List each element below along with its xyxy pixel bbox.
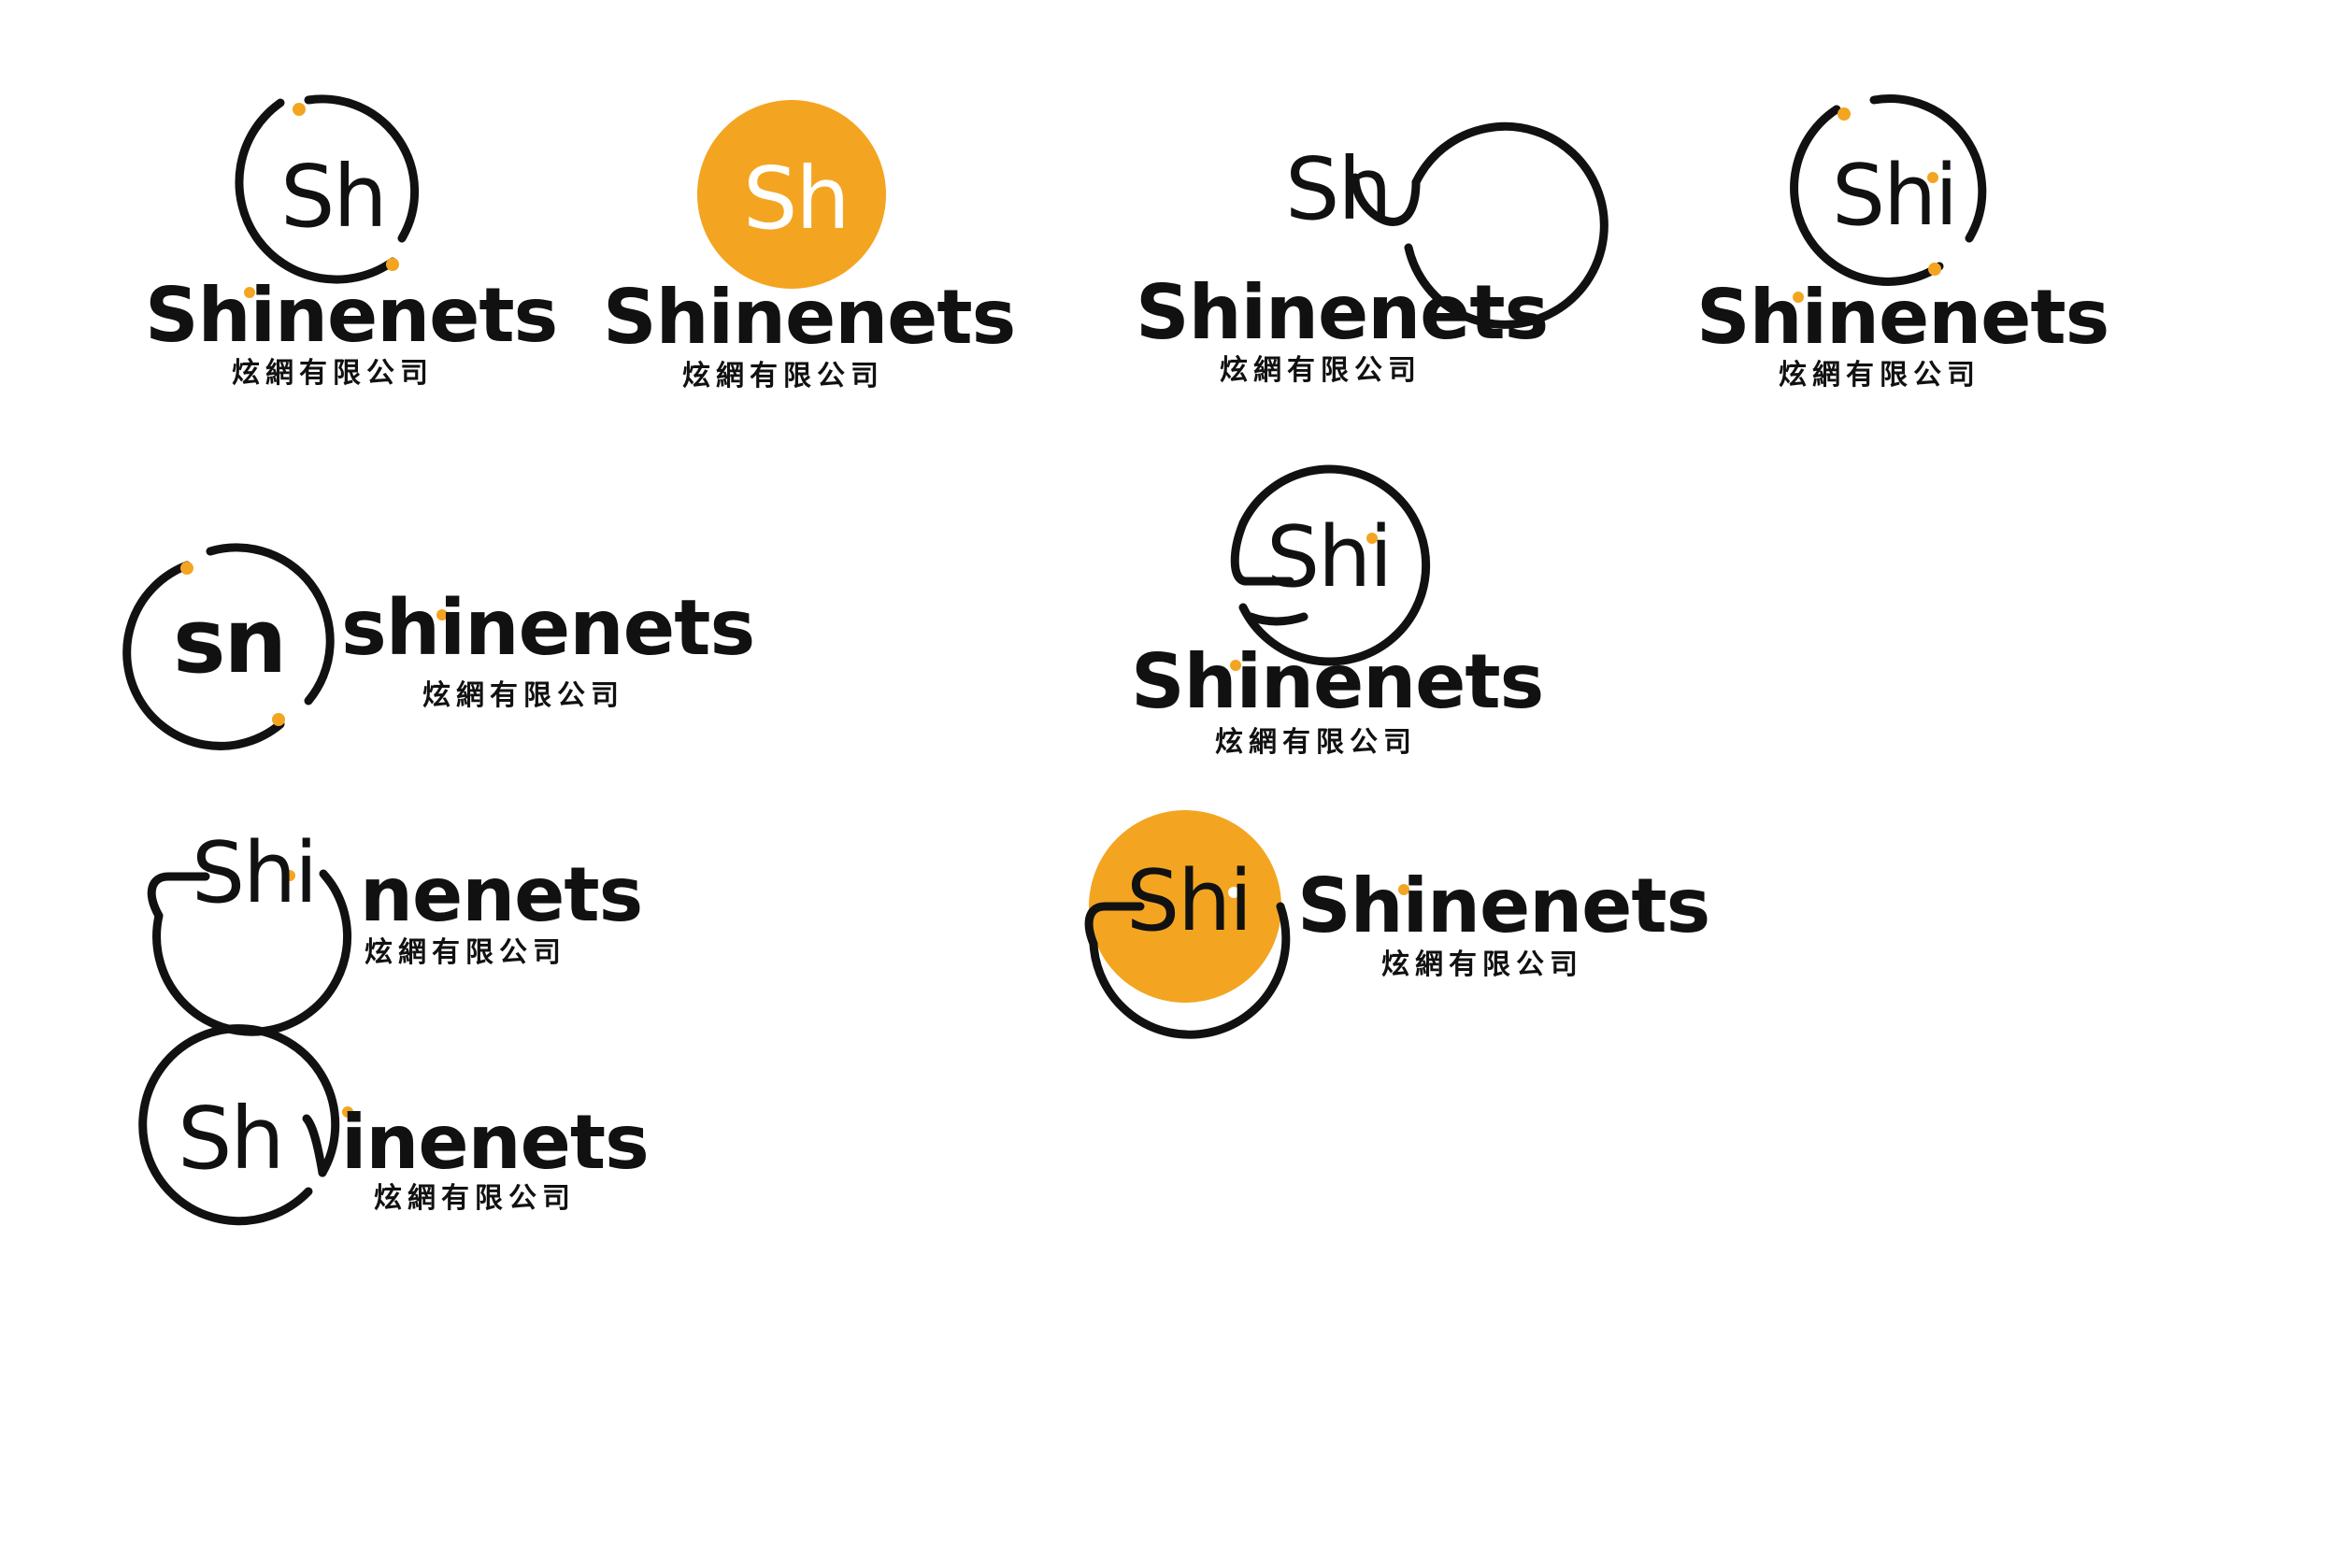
accent-dot [1230,660,1241,671]
wordmark: Shinenets [1131,638,1544,725]
accent-dot [1793,292,1804,303]
accent-dot [180,562,193,575]
logo-shi-ring-loop-stacked: Shi Shinenets 炫網有限公司 [1131,458,1544,766]
accent-dot [1228,887,1239,898]
accent-dot [1398,884,1409,895]
accent-dot [1837,107,1851,121]
logo-shi-ring-dots-stacked: Shi Shinenets 炫網有限公司 [1696,89,2109,397]
monogram: Sh [743,149,851,249]
wordmark: shinenets [341,584,755,673]
logo-sh-orange-disc-stacked: Sh Shinenets 炫網有限公司 [603,89,1016,397]
logo-shi-orange-disc-horizontal: Shi Shinenets 炫網有限公司 [1084,804,1710,1039]
accent-dot [386,258,399,271]
wordmark: Shinenets [145,272,558,359]
wordmark: Shinenets [1297,862,1710,949]
accent-dot [293,103,306,116]
ring-emblem [122,543,448,750]
monogram: Shi [192,824,318,922]
company-subtitle: 炫網有限公司 [682,360,884,392]
company-subtitle: 炫網有限公司 [1779,359,1980,392]
accent-dot [284,870,295,881]
company-subtitle: 炫網有限公司 [422,679,624,712]
accent-dot [1927,172,1938,183]
monogram: Sh [1285,139,1393,239]
company-subtitle: 炫網有限公司 [1215,726,1417,759]
ring-emblem [1790,94,1987,303]
monogram: Sh [178,1089,285,1189]
company-subtitle: 炫網有限公司 [1220,354,1422,387]
company-subtitle: 炫網有限公司 [365,936,566,969]
monogram: Sh [280,147,388,247]
wordmark: inenets [341,1099,650,1186]
company-subtitle: 炫網有限公司 [374,1182,576,1215]
monogram: Shi [1266,508,1393,606]
disc-emblem [1084,810,1409,1039]
monogram: Shi [1832,147,1958,245]
monogram: sn [173,591,287,693]
logo-sh-ring-tail-stacked: Sh Shinenets 炫網有限公司 [1136,79,1609,388]
ring-emblem [138,1024,353,1226]
logo-sh-ring-horizontal: Sh inenets 炫網有限公司 [131,1024,654,1247]
company-subtitle: 炫網有限公司 [1381,948,1583,981]
wordmark: nenets [360,851,643,938]
accent-dot [342,1106,353,1118]
disc-emblem [697,100,886,289]
accent-dot [1928,263,1941,276]
ring-emblem [1230,464,1431,671]
accent-dot [436,609,448,620]
accent-dot [272,713,285,726]
logo-sn-ring-dots-horizontal: sn shinenets 炫網有限公司 [122,542,755,750]
monogram: Shi [1126,852,1252,950]
accent-dot [1366,533,1378,544]
logo-shi-ring-horizontal: Shi nenets 炫網有限公司 [140,785,643,1036]
wordmark: Shinenets [1136,269,1549,356]
wordmark: Shinenets [1696,274,2109,361]
ring-emblem [235,94,420,298]
accent-dot [244,287,255,298]
ring-emblem [1351,121,1609,329]
company-subtitle: 炫網有限公司 [232,357,434,390]
logo-sh-ring-dots-stacked: Sh Shinenets 炫網有限公司 [140,89,558,397]
wordmark: Shinenets [603,274,1016,361]
